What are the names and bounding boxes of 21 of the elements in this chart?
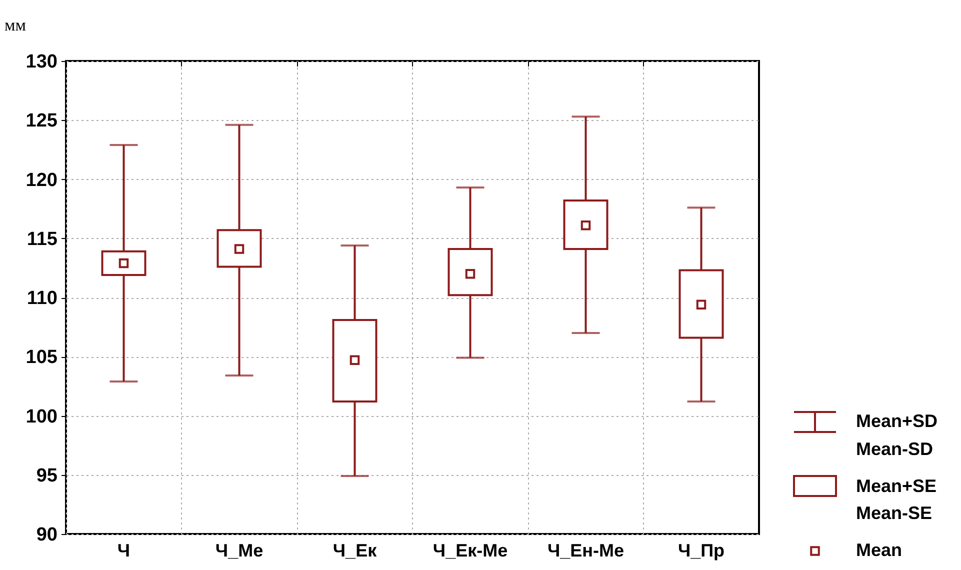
y-tick-label: 110 [26, 288, 58, 309]
x-tick-label: Ч_Ен-Ме [547, 540, 624, 560]
y-tick-label: 125 [26, 110, 58, 132]
y-tick-label: 90 [36, 524, 58, 546]
text: Mean+SD [856, 411, 938, 431]
x-tick-label: Ч [117, 540, 130, 560]
text: Mean-SD [856, 439, 934, 459]
y-tick-label: 95 [36, 465, 58, 486]
text: Mean-SE [856, 503, 932, 523]
y-tick-label: 100 [26, 406, 58, 428]
y-tick-label: 130 [26, 52, 58, 72]
y-axis-title: мм [4, 16, 26, 34]
x-tick-label: Ч_Ме [215, 540, 264, 560]
text: Mean+SE [856, 476, 937, 496]
y-tick-label: 120 [26, 170, 58, 191]
x-tick-label: Ч_Пр [678, 540, 725, 560]
x-tick-label: Ч_Ек [332, 540, 378, 560]
y-tick-label: 115 [26, 228, 58, 250]
x-tick-label: Ч_Ек-Ме [432, 540, 508, 560]
text: Mean [856, 540, 902, 560]
y-tick-label: 105 [26, 347, 58, 368]
